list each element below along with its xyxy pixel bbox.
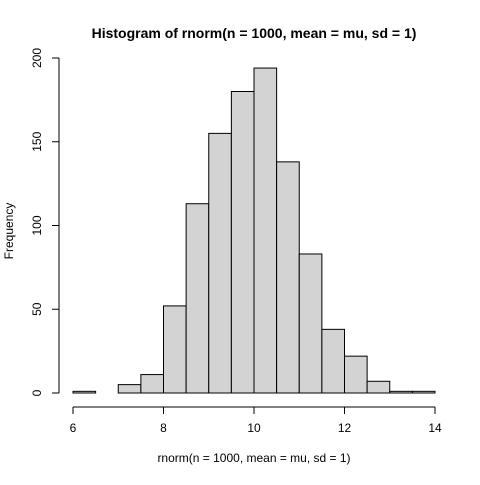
histogram-bar	[322, 329, 345, 393]
x-tick-label: 8	[160, 421, 167, 435]
x-axis-label: rnorm(n = 1000, mean = mu, sd = 1)	[157, 451, 350, 465]
histogram-bar	[367, 381, 390, 393]
histogram-bar	[231, 92, 254, 394]
histogram-bar	[412, 391, 435, 393]
histogram-bar	[73, 391, 96, 393]
y-tick-label: 200	[30, 48, 44, 68]
histogram-bar	[209, 133, 232, 393]
x-tick-label: 10	[247, 421, 261, 435]
y-tick-label: 0	[30, 389, 44, 396]
x-tick-label: 14	[428, 421, 442, 435]
histogram-bar	[141, 375, 164, 393]
histogram-bar	[277, 162, 300, 393]
y-tick-label: 150	[30, 131, 44, 151]
x-tick-label: 6	[70, 421, 77, 435]
histogram-bar	[345, 356, 368, 393]
histogram-bar	[118, 385, 141, 393]
histogram-bar	[299, 254, 322, 393]
histogram-bar	[254, 68, 277, 393]
x-axis: 6 8 10 12 14	[70, 407, 442, 435]
histogram-bar	[390, 391, 413, 393]
y-axis-label: Frequency	[2, 203, 16, 260]
y-axis: 0 50 100 150 200	[30, 48, 59, 397]
histogram-bar	[164, 306, 187, 393]
y-tick-label: 50	[30, 302, 44, 316]
chart-title: Histogram of rnorm(n = 1000, mean = mu, …	[92, 25, 417, 41]
histogram-bars	[73, 68, 435, 393]
y-tick-label: 100	[30, 215, 44, 235]
x-tick-label: 12	[338, 421, 352, 435]
histogram-bar	[186, 204, 209, 393]
